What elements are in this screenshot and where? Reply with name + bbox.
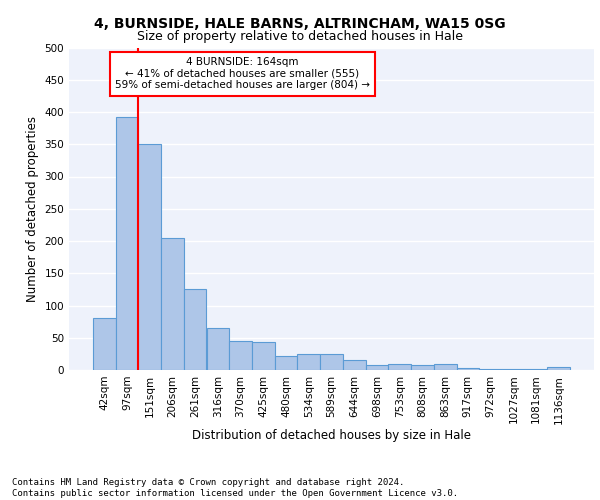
Bar <box>502 368 524 370</box>
Bar <box>479 368 502 370</box>
Bar <box>434 364 457 370</box>
Bar <box>457 368 479 370</box>
Bar <box>161 238 184 370</box>
Bar <box>524 368 547 370</box>
Bar <box>229 341 252 370</box>
X-axis label: Distribution of detached houses by size in Hale: Distribution of detached houses by size … <box>192 429 471 442</box>
Bar <box>252 342 275 370</box>
Bar <box>116 117 139 370</box>
Bar <box>93 318 116 370</box>
Bar <box>298 354 320 370</box>
Y-axis label: Number of detached properties: Number of detached properties <box>26 116 39 302</box>
Bar <box>365 365 388 370</box>
Text: Size of property relative to detached houses in Hale: Size of property relative to detached ho… <box>137 30 463 43</box>
Bar <box>320 354 343 370</box>
Bar <box>547 367 570 370</box>
Text: 4, BURNSIDE, HALE BARNS, ALTRINCHAM, WA15 0SG: 4, BURNSIDE, HALE BARNS, ALTRINCHAM, WA1… <box>94 18 506 32</box>
Text: Contains HM Land Registry data © Crown copyright and database right 2024.
Contai: Contains HM Land Registry data © Crown c… <box>12 478 458 498</box>
Bar <box>184 290 206 370</box>
Bar <box>388 364 411 370</box>
Bar <box>139 144 161 370</box>
Bar <box>275 356 298 370</box>
Bar <box>411 366 434 370</box>
Bar <box>206 328 229 370</box>
Text: 4 BURNSIDE: 164sqm
← 41% of detached houses are smaller (555)
59% of semi-detach: 4 BURNSIDE: 164sqm ← 41% of detached hou… <box>115 57 370 90</box>
Bar <box>343 360 365 370</box>
